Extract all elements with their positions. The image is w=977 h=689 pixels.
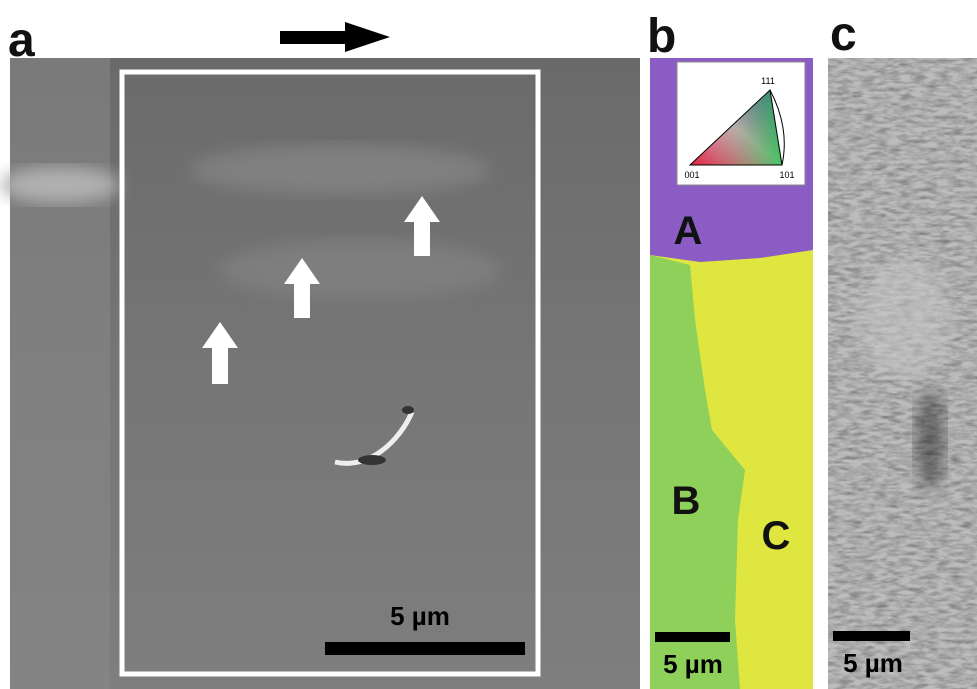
panel-label: b <box>647 10 676 63</box>
panel-label: c <box>830 8 857 61</box>
figure: a 5 µm b 111 001 101 A B C 5 µm c <box>0 0 977 689</box>
panel-a-image <box>0 58 640 689</box>
direction-arrow <box>280 22 390 52</box>
inset-label: 111 <box>761 76 775 86</box>
inset-label: 101 <box>779 170 794 180</box>
grain-label: B <box>672 479 701 523</box>
panel-b-map <box>650 58 813 689</box>
scale-bar-label: 5 µm <box>390 601 450 631</box>
inset-label: 001 <box>684 170 699 180</box>
panel-c-image <box>828 58 977 689</box>
scale-bar-label: 5 µm <box>663 649 723 679</box>
grain-label: A <box>674 209 703 253</box>
grain-label: C <box>762 514 791 558</box>
scale-bar-label: 5 µm <box>843 648 903 678</box>
